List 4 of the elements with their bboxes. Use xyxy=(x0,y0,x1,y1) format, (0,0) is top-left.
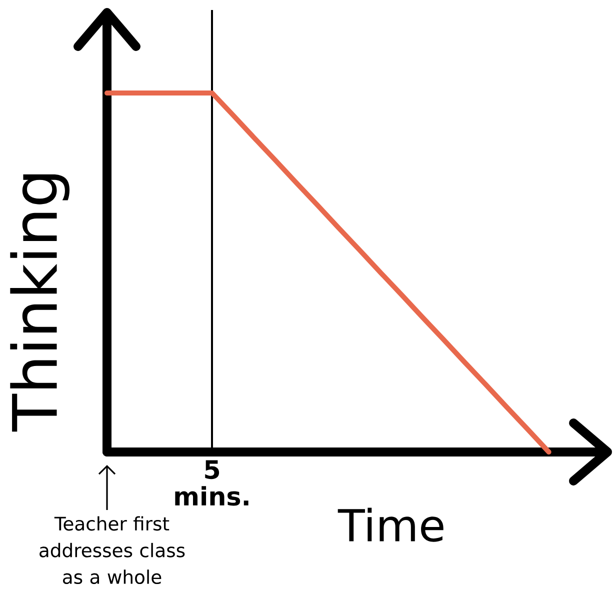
text: 5 mins. xyxy=(175,460,248,506)
text: Teacher first addresses class as a whole xyxy=(40,516,185,584)
x-axis-title: Time xyxy=(338,508,444,542)
y-axis-title: Thinking xyxy=(10,174,70,432)
